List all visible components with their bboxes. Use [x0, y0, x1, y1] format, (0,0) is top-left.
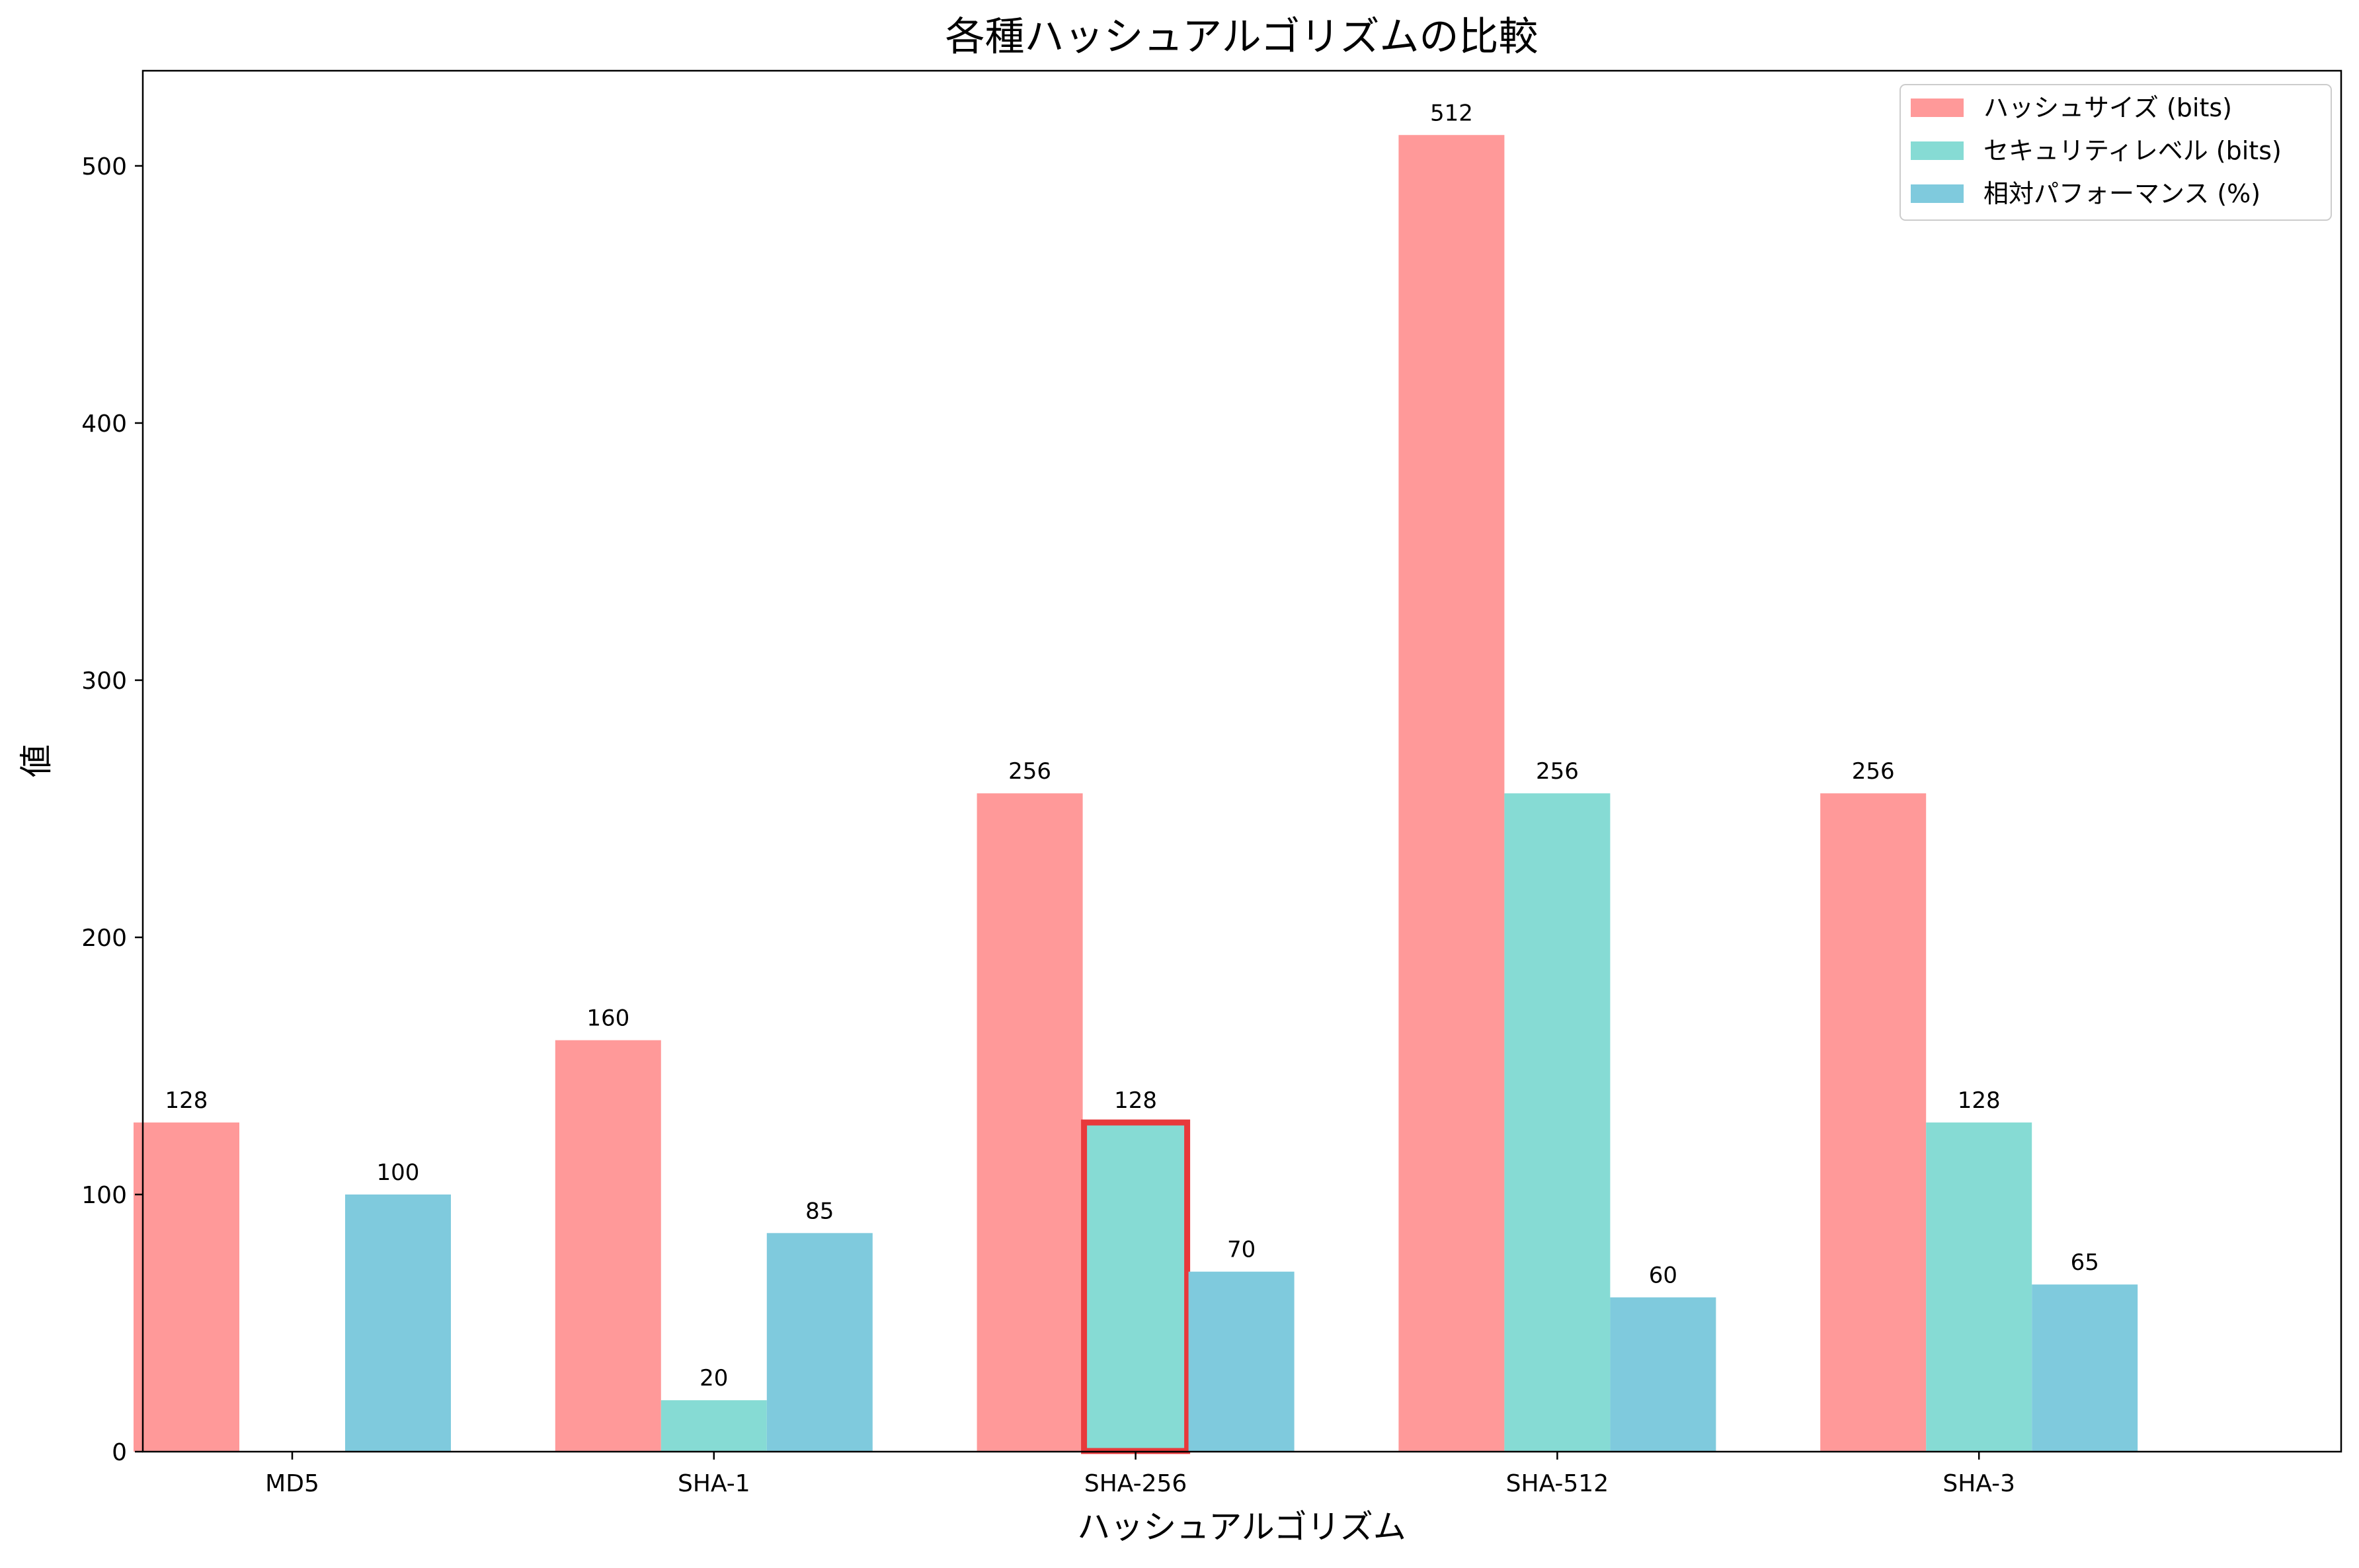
bar-value-label: 160: [586, 1005, 629, 1032]
bar-value-label: 256: [1008, 758, 1051, 785]
x-tick-label: SHA-1: [678, 1470, 750, 1497]
legend-label-2: セキュリティレベル (bits): [1983, 136, 2282, 165]
bar-sha-3-series-2: [1926, 1122, 2032, 1452]
bar-value-label: 85: [805, 1198, 834, 1224]
bar-value-label: 256: [1852, 758, 1895, 785]
bar-value-label: 60: [1649, 1263, 1677, 1289]
bar-value-label: 128: [1958, 1087, 2001, 1114]
bar-sha-1-series-2: [660, 1400, 767, 1452]
bar-md5-series-1: [134, 1122, 239, 1452]
value-labels-layer: 128 100 160 20 85 256 128 70 512 256 60 256 128 65: [165, 100, 2099, 1392]
bar-value-label: 256: [1536, 758, 1579, 785]
legend-label-3: 相対パフォーマンス (%): [1983, 179, 2260, 208]
bar-sha-256-series-2: [1082, 1122, 1189, 1452]
plot-frame: [141, 69, 2342, 1453]
bar-value-label: 128: [165, 1087, 208, 1114]
legend: ハッシュサイズ (bits) セキュリティレベル (bits) 相対パフォーマンス …: [1899, 84, 2332, 221]
legend-label-1: ハッシュサイズ (bits): [1983, 93, 2232, 122]
bar-value-label: 100: [377, 1159, 420, 1186]
bar-sha-256-series-3: [1188, 1271, 1295, 1452]
bar-sha-1-series-3: [766, 1233, 873, 1452]
legend-swatch-1: [1911, 98, 1964, 117]
y-axis-label: 値: [17, 744, 56, 777]
y-tick-label: 500: [81, 153, 127, 180]
bar-sha-3-series-1: [1820, 793, 1927, 1452]
bar-sha-512-series-2: [1504, 793, 1611, 1452]
x-tick-label: SHA-256: [1084, 1470, 1187, 1497]
bars-layer: [134, 135, 2138, 1454]
legend-swatch-2: [1911, 141, 1964, 160]
x-tick-label: SHA-512: [1506, 1470, 1609, 1497]
x-tick-label: SHA-3: [1942, 1470, 2015, 1497]
bar-sha-512-series-1: [1398, 135, 1505, 1452]
y-tick-label: 200: [81, 925, 127, 952]
bar-value-label: 20: [700, 1365, 728, 1392]
bar-sha-512-series-3: [1610, 1297, 1716, 1452]
y-tick-label: 0: [112, 1439, 127, 1466]
y-tick-label: 100: [81, 1182, 127, 1209]
y-axis: 0 100 200 300 400 500: [81, 153, 143, 1466]
bar-value-label: 128: [1114, 1087, 1157, 1114]
bar-sha-3-series-3: [2032, 1284, 2138, 1452]
x-axis: MD5 SHA-1 SHA-256 SHA-512 SHA-3: [265, 1452, 2015, 1497]
y-tick-label: 400: [81, 411, 127, 438]
bar-sha-256-series-1: [977, 793, 1083, 1452]
bar-value-label: 512: [1430, 100, 1473, 126]
y-tick-label: 300: [81, 668, 127, 695]
legend-swatch-3: [1911, 184, 1964, 203]
legend-box: [1899, 84, 2332, 221]
x-axis-label: ハッシュアルゴリズム: [1077, 1508, 1406, 1546]
bar-value-label: 65: [2071, 1249, 2099, 1276]
bar-sha-1-series-1: [555, 1040, 661, 1452]
x-tick-label: MD5: [265, 1470, 319, 1497]
chart-title: 各種ハッシュアルゴリズムの比較: [945, 14, 1539, 60]
bar-value-label: 70: [1227, 1237, 1256, 1263]
bar-md5-series-3: [345, 1194, 451, 1452]
